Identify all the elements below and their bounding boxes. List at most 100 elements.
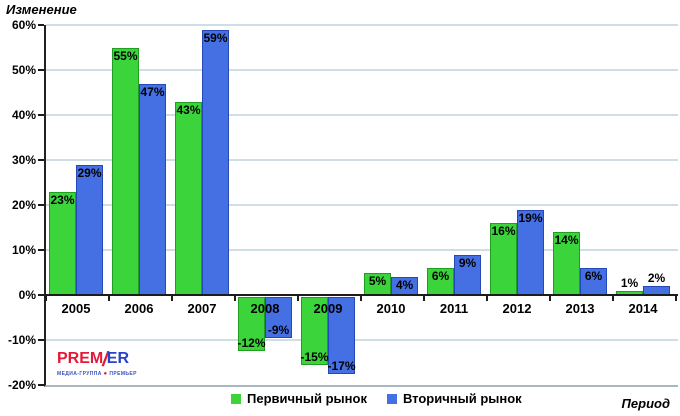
x-axis-tick-9 [612,295,614,301]
y-axis-tick-0 [38,294,44,296]
x-axis-zero-line [46,294,678,296]
bar-value-label-primary-2005: 23% [50,192,75,207]
x-axis-tick-6 [423,295,425,301]
x-axis-label-2005: 2005 [61,301,91,316]
bar-value-label-secondary-2011: 9% [458,255,477,270]
bar-primary-2012 [490,223,517,295]
bar-value-label-primary-2006: 55% [113,48,138,63]
bar-value-label-primary-2012: 16% [491,224,516,238]
y-axis-tick--20 [38,384,44,386]
bar-secondary-2012 [517,209,544,295]
bar-primary-2006 [112,47,139,295]
bar-secondary-2009 [328,297,355,374]
x-axis-tick-8 [549,295,551,301]
bar-primary-2011 [427,268,454,295]
y-axis-title: Изменение [6,2,77,17]
bar-value-label-secondary-2008: -9% [267,322,290,337]
x-axis-title: Период [621,396,670,411]
y-axis-label-10: 10% [11,243,36,257]
legend-label-primary: Первичный рынок [247,391,367,406]
y-axis-label--10: -10% [7,333,36,347]
bar-value-label-secondary-2005: 29% [77,165,102,180]
bar-value-label-primary-2010: 5% [368,273,387,288]
bar-value-label-secondary-2012: 19% [518,210,543,225]
bar-primary-2007 [175,101,202,295]
y-axis-label--20: -20% [7,378,36,392]
bar-primary-2005 [49,191,76,295]
bar-value-label-secondary-2006: 47% [140,84,165,99]
bar-primary-2013 [553,232,580,295]
legend-item-secondary-market: Вторичный рынок [386,391,522,406]
bar-value-label-secondary-2014: 2% [647,271,666,285]
bar-value-label-secondary-2013: 6% [584,269,603,283]
bar-value-label-secondary-2007: 59% [203,30,228,45]
y-axis-tick-50 [38,69,44,71]
y-axis-tick-30 [38,159,44,161]
x-axis-tick-2 [171,295,173,301]
bar-secondary-2008 [265,297,292,338]
bar-value-label-primary-2013: 14% [554,233,579,247]
x-axis-label-2013: 2013 [565,301,595,316]
gridline-40 [46,114,678,116]
x-axis-tick-3 [234,295,236,301]
bar-secondary-2007 [202,29,229,295]
bar-primary-2008 [238,297,265,351]
x-axis-label-2006: 2006 [124,301,154,316]
logo-text-blue: ER [106,350,130,367]
gridline-30 [46,159,678,161]
x-axis-tick-7 [486,295,488,301]
bar-secondary-2011 [454,254,481,295]
gridline-10 [46,249,678,251]
bar-value-label-primary-2007: 43% [176,102,201,117]
y-axis-label-20: 20% [11,198,36,212]
bar-value-label-primary-2014: 1% [620,275,639,290]
y-axis-label-50: 50% [11,63,36,77]
y-axis-label-0: 0% [18,288,36,302]
x-axis-label-2007: 2007 [187,301,217,316]
plot-area: 60% 50% 40% 30% 20% 10% 0% -10% -20% 23% 55% 43% -12… [8,18,678,392]
gridline-20 [46,204,678,206]
logo-slash-icon: / [102,349,108,371]
x-axis-label-2009: 2009 [313,301,343,316]
logo-dot-icon: ● [103,371,108,377]
x-axis-label-2014: 2014 [628,301,658,316]
bar-secondary-2005 [76,164,103,295]
premier-logo: PREM/ER МЕДИА-ГРУППА ● ПРЕМЬЕР [57,350,137,377]
x-axis-label-2010: 2010 [376,301,406,316]
legend-swatch-green [231,393,241,404]
legend-item-primary-market: Первичный рынок [231,391,367,406]
y-axis-label-40: 40% [11,108,36,122]
bar-secondary-2006 [139,83,166,295]
legend-swatch-blue [386,393,397,404]
x-axis-label-2008: 2008 [250,301,280,316]
y-axis-tick-40 [38,114,44,116]
bar-value-label-primary-2009: -15% [300,349,329,364]
bar-value-label-secondary-2009: -17% [327,358,356,373]
y-axis-tick-20 [38,204,44,206]
premier-logo-tagline: МЕДИА-ГРУППА ● ПРЕМЬЕР [57,371,137,377]
x-axis-tick-0 [45,295,47,301]
bar-value-label-primary-2011: 6% [431,269,450,283]
gridline--10 [46,339,678,341]
x-axis-label-2011: 2011 [439,301,469,316]
gridline-50 [46,69,678,71]
bar-value-label-secondary-2010: 4% [395,278,414,292]
y-axis-label-60: 60% [11,18,36,32]
x-axis-tick-10 [675,295,677,301]
bar-secondary-2013 [580,268,607,295]
y-axis-label-30: 30% [11,153,36,167]
gridline-60 [46,24,678,26]
legend-label-secondary: Вторичный рынок [402,391,522,406]
x-axis-label-2012: 2012 [502,301,532,316]
y-axis-tick-60 [38,24,44,26]
legend: Первичный рынок Вторичный рынок [231,391,522,406]
bar-value-label-primary-2008: -12% [237,336,266,350]
y-axis-tick--10 [38,339,44,341]
x-axis-tick-5 [360,295,362,301]
x-axis-tick-1 [108,295,110,301]
premier-logo-wordmark: PREM/ER [57,350,137,370]
x-axis-tick-4 [297,295,299,301]
logo-text-red: PREM [57,350,104,367]
y-axis-tick-10 [38,249,44,251]
bar-primary-2009 [301,297,328,365]
